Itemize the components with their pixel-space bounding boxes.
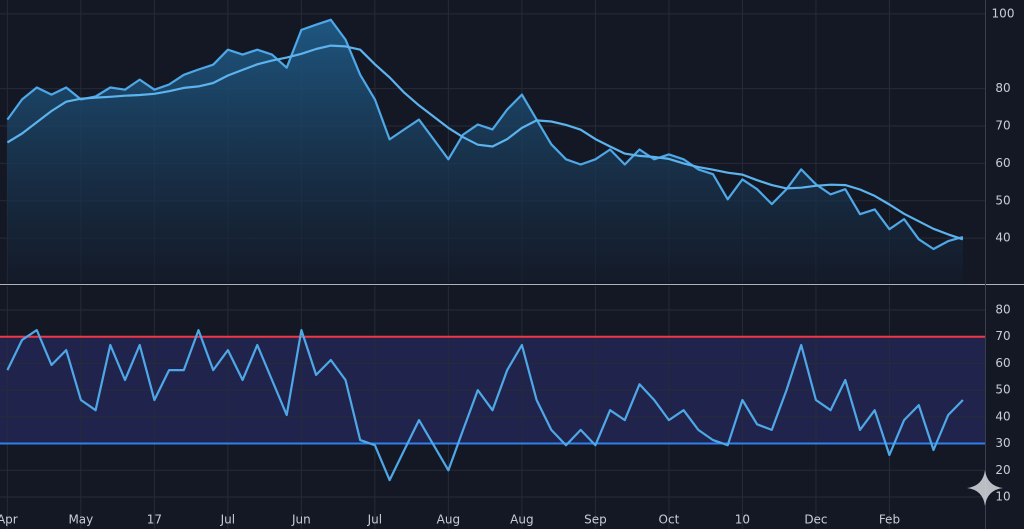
sparkle-icon: [967, 470, 1003, 506]
x-tick-label: Jun: [291, 513, 311, 527]
x-tick-label: Dec: [804, 513, 827, 527]
y-tick-label: 80: [995, 303, 1010, 317]
x-tick-label: Apr: [0, 513, 18, 527]
x-tick-label: Jul: [220, 513, 235, 527]
y-tick-label: 20: [995, 463, 1010, 477]
y-tick-label: 30: [995, 436, 1010, 450]
series-line: [6, 329, 964, 482]
series-line: [6, 18, 964, 251]
series-line: [6, 44, 964, 241]
y-tick-label: 70: [995, 329, 1010, 343]
y-tick-label: 50: [995, 193, 1010, 207]
y-tick-label: 60: [995, 156, 1010, 170]
y-tick-label: 40: [995, 231, 1010, 245]
x-tick-label: Aug: [510, 513, 533, 527]
y-tick-label: 60: [995, 356, 1010, 370]
y-tick-label: 10: [995, 489, 1010, 503]
area: [7, 19, 963, 284]
y-tick-label: 100: [992, 6, 1015, 20]
x-tick-label: Sep: [584, 513, 607, 527]
y-tick-label: 80: [995, 81, 1010, 95]
y-tick-label: 40: [995, 409, 1010, 423]
x-tick-label: Aug: [437, 513, 460, 527]
x-tick-label: May: [68, 513, 93, 527]
x-tick-label: Jul: [367, 513, 382, 527]
y-tick-label: 70: [995, 118, 1010, 132]
x-tick-label: 10: [735, 513, 750, 527]
x-tick-label: Feb: [879, 513, 900, 527]
x-tick-label: Oct: [659, 513, 680, 527]
y-tick-label: 50: [995, 383, 1010, 397]
x-tick-label: 17: [147, 513, 162, 527]
